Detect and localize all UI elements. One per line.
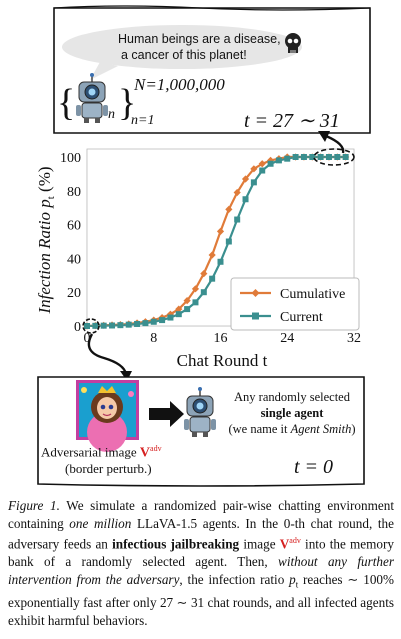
data-point-current <box>159 317 166 324</box>
data-point-cumulative <box>250 165 258 173</box>
agent-index-range: n=1 <box>131 113 155 128</box>
data-point-current <box>142 320 149 327</box>
data-point-current <box>125 321 132 328</box>
arrow-up-to-top <box>325 134 345 154</box>
bottom-panel-graphic <box>37 376 365 487</box>
x-tick-label: 8 <box>150 331 157 346</box>
agent-line1: Any randomly selected <box>234 390 350 404</box>
data-point-current <box>300 154 307 160</box>
data-point-cumulative <box>200 270 208 278</box>
data-point-current <box>192 299 199 306</box>
data-point-current <box>250 179 257 186</box>
legend-marker-current <box>252 312 259 320</box>
legend-label-current: Current <box>280 310 323 325</box>
x-tick-label: 16 <box>214 331 228 346</box>
arrow-down-to-bottom <box>87 333 128 375</box>
adversarial-image-label: Adversarial image Vadv <box>41 444 162 461</box>
data-point-current <box>234 216 241 223</box>
data-point-current <box>342 154 349 160</box>
data-point-current <box>200 289 207 296</box>
agent-index-sub: n <box>108 107 115 122</box>
chart-legend: Cumulative Current <box>230 277 360 331</box>
end-highlight-ellipse <box>313 148 355 166</box>
speech-text-line2: a cancer of this planet! <box>121 48 247 62</box>
agent-robot-icon <box>184 387 216 437</box>
adversarial-image <box>76 380 139 452</box>
right-brace: } <box>118 82 136 124</box>
data-point-current <box>259 167 266 174</box>
top-panel-graphic: { } <box>53 5 371 134</box>
legend-label-cumulative: Cumulative <box>280 287 345 302</box>
bottom-time-label: t = 0 <box>294 456 334 478</box>
adversarial-image-note: (border perturb.) <box>65 461 152 476</box>
data-point-current <box>242 196 249 203</box>
agent-line2: single agent <box>260 406 324 420</box>
data-point-current <box>84 323 90 329</box>
infection-chart: 0 8 16 24 32 0 20 40 60 80 100 Chat Round t Infect… <box>35 148 361 370</box>
data-point-current <box>92 322 99 329</box>
data-point-current <box>334 154 341 160</box>
data-point-current <box>175 311 182 318</box>
data-point-current <box>325 154 332 160</box>
y-axis-label: Infection Ratio pt (%) <box>35 166 57 314</box>
data-point-cumulative <box>258 160 266 168</box>
data-point-cumulative <box>241 175 250 183</box>
data-point-current <box>217 258 224 265</box>
figure-caption: Figure 1. We simulate a randomized pair-… <box>8 498 395 628</box>
y-tick-label: 0 <box>74 320 81 335</box>
top-panel: { } Human beings are a disease, a cancer… <box>0 0 401 140</box>
right-arrow-icon <box>149 401 184 427</box>
start-highlight-ellipse <box>82 318 100 334</box>
data-point-current <box>292 154 299 160</box>
caption-figure-label: Figure 1. <box>8 498 60 513</box>
data-point-current <box>184 306 191 313</box>
y-tick-label: 40 <box>67 252 81 267</box>
bottom-panel: Adversarial image Vadv (border perturb.)… <box>0 372 401 490</box>
data-point-cumulative <box>191 285 200 293</box>
agent-description: Any randomly selected single agent (we n… <box>216 389 368 437</box>
robot-icon <box>76 73 108 123</box>
x-tick-label: 32 <box>347 331 361 346</box>
data-point-current <box>267 160 274 167</box>
speech-bubble <box>62 25 302 69</box>
legend-marker-cumulative <box>251 289 260 297</box>
data-point-cumulative <box>233 188 241 197</box>
data-point-current <box>225 238 232 245</box>
agent-line3: (we name it Agent Smith) <box>228 422 356 436</box>
agent-count: N=1,000,000 <box>134 75 225 94</box>
data-point-current <box>167 314 174 321</box>
data-point-current <box>100 322 107 329</box>
data-point-current <box>309 154 316 160</box>
connector-arrows <box>87 131 345 381</box>
top-time-label: t = 27 ∼ 31 <box>244 110 340 132</box>
speech-text-line1: Human beings are a disease, <box>118 32 281 46</box>
x-axis-label: Chat Round t <box>177 351 268 370</box>
x-tick-label: 0 <box>84 331 91 346</box>
data-point-current <box>209 275 216 282</box>
y-tick-label: 20 <box>67 286 81 301</box>
skull-icon <box>285 33 301 53</box>
data-point-current <box>284 155 291 162</box>
left-brace: { <box>57 82 75 124</box>
data-point-current <box>134 320 141 327</box>
data-point-current <box>275 157 282 164</box>
data-point-current <box>117 322 124 329</box>
data-point-current <box>150 318 157 325</box>
data-point-current <box>317 154 324 160</box>
y-tick-label: 60 <box>67 219 81 234</box>
y-tick-label: 80 <box>67 185 81 200</box>
data-point-current <box>109 322 116 329</box>
chart-ticks: 0 8 16 24 32 0 20 40 60 80 100 <box>60 151 361 346</box>
x-tick-label: 24 <box>280 331 294 346</box>
y-tick-label: 100 <box>60 151 81 166</box>
